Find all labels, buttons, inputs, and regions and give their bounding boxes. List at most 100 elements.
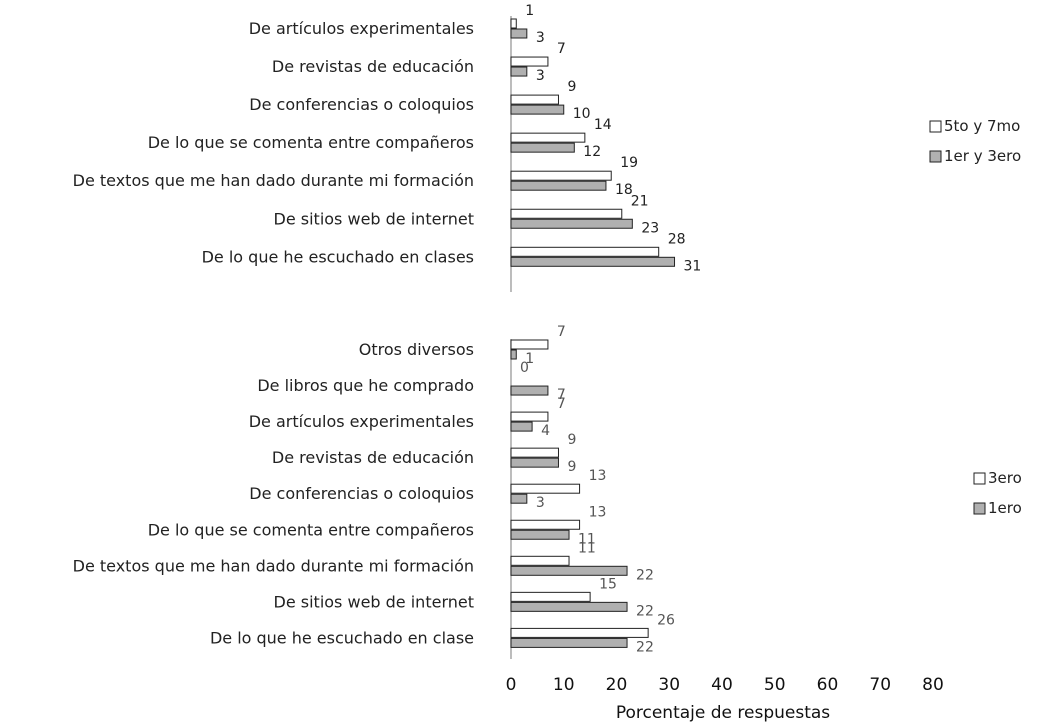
category-label: De textos que me han dado durante mi for… [73,556,474,575]
category-label: De revistas de educación [272,57,474,76]
category-label: De conferencias o coloquios [249,484,474,503]
data-label: 3 [536,495,545,511]
bar-lower [510,421,533,432]
bar-upper [510,18,517,29]
data-label: 22 [636,639,654,655]
category-label: De lo que he escuchado en clase [210,628,474,647]
x-tick-label: 40 [711,675,733,695]
bar-upper [510,208,623,219]
bar-lower [510,28,528,39]
data-label: 22 [636,603,654,619]
data-label: 7 [557,396,566,412]
legend-label: 1er y 3ero [944,147,1021,165]
data-label: 9 [567,459,576,475]
category-label: De textos que me han dado durante mi for… [73,171,474,190]
data-label: 11 [578,540,596,556]
bar-lower [510,349,517,360]
x-tick-label: 50 [764,675,786,695]
legend-swatch [929,150,942,163]
category-label: Otros diversos [359,340,474,359]
data-label: 31 [684,258,702,274]
legend-swatch [973,502,986,515]
data-label: 19 [620,155,638,171]
bar-upper [510,555,570,566]
category-label: De sitios web de internet [274,592,474,611]
data-label: 23 [641,220,659,236]
bar-lower [510,180,607,191]
data-label: 11 [578,531,596,547]
data-label: 3 [536,30,545,46]
data-label: 1 [525,3,534,19]
x-tick-label: 30 [658,675,680,695]
data-label: 9 [567,432,576,448]
category-label: De lo que he escuchado en clases [202,247,474,266]
x-tick-label: 0 [506,675,517,695]
data-label: 14 [594,117,612,133]
data-label: 4 [541,423,550,439]
bar-lower [510,493,528,504]
bar-upper [510,339,549,350]
bar-upper [510,170,612,181]
category-label: De lo que se comenta entre compañeros [148,133,474,152]
data-label: 9 [567,79,576,95]
category-label: De revistas de educación [272,448,474,467]
bar-lower [510,529,570,540]
legend-label: 5to y 7mo [944,117,1020,135]
x-axis-title: Porcentaje de respuestas [616,703,830,723]
bar-upper [510,519,581,530]
legend-label: 1ero [988,499,1022,517]
bar-upper [510,591,591,602]
category-label: De conferencias o coloquios [249,95,474,114]
chart-panel-2: Otros diversos 7 1 De libros que he comprad… [73,324,1022,723]
data-label: 26 [657,612,675,628]
data-label: 21 [631,193,649,209]
bar-lower [510,457,559,468]
category-label: De artículos experimentales [249,19,474,38]
x-tick-label: 80 [922,675,944,695]
x-tick-label: 10 [553,675,575,695]
bar-upper [510,447,559,458]
bar-lower [510,637,628,648]
data-label: 22 [636,567,654,583]
bar-lower [510,218,633,229]
bar-upper [510,411,549,422]
data-label: 13 [589,504,607,520]
data-label: 1 [525,351,534,367]
data-label: 7 [557,41,566,57]
data-label: 12 [583,144,601,160]
data-label: 10 [573,106,591,122]
x-tick-label: 60 [817,675,839,695]
category-label: De sitios web de internet [274,209,474,228]
bar-upper [510,246,660,257]
data-label: 0 [520,360,529,376]
data-label: 13 [589,468,607,484]
bar-upper [510,94,559,105]
bar-upper [510,132,586,143]
bar-lower [510,66,528,77]
bar-upper [510,483,581,494]
data-label: 18 [615,182,633,198]
bar-upper [510,627,649,638]
bar-lower [510,256,676,267]
legend-swatch [929,120,942,133]
bar-lower [510,385,549,396]
bar-lower [510,142,575,153]
bar-lower [510,104,565,115]
bar-upper [510,56,549,67]
bar-lower [510,601,628,612]
category-label: De artículos experimentales [249,412,474,431]
data-label: 3 [536,68,545,84]
legend-label: 3ero [988,469,1022,487]
category-label: De libros que he comprado [257,376,474,395]
x-tick-label: 20 [606,675,628,695]
bar-lower [510,565,628,576]
data-label: 15 [599,576,617,592]
x-tick-label: 70 [869,675,891,695]
data-label: 28 [668,231,686,247]
legend-swatch [973,472,986,485]
data-label: 7 [557,387,566,403]
category-label: De lo que se comenta entre compañeros [148,520,474,539]
data-label: 7 [557,324,566,340]
